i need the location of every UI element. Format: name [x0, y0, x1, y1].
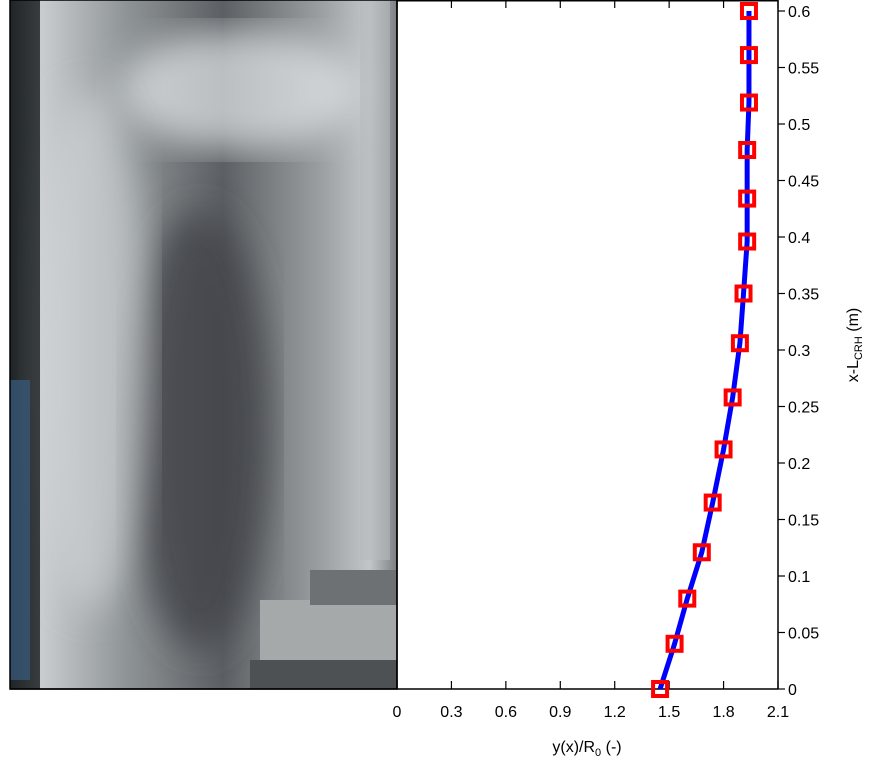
marker	[738, 189, 757, 208]
x-tick-label: 2.1	[767, 704, 789, 721]
y-tick-label: 0.45	[788, 174, 819, 191]
marker	[692, 543, 711, 562]
y-axis-label: x-LCRH (m)	[845, 308, 865, 383]
marker	[703, 493, 722, 512]
marker	[738, 232, 757, 251]
y-tick-label: 0.25	[788, 400, 819, 417]
x-tick-label: 1.5	[658, 704, 680, 721]
marker	[738, 140, 757, 159]
marker	[714, 440, 733, 459]
y-tick-label: 0.55	[788, 61, 819, 78]
x-tick-label: 1.8	[712, 704, 734, 721]
marker	[730, 334, 749, 353]
y-tick-label: 0.4	[788, 230, 810, 247]
x-tick-label: 0.3	[440, 704, 462, 721]
x-tick-label: 0.9	[549, 704, 571, 721]
marker	[739, 93, 758, 112]
photo	[10, 0, 397, 689]
y-tick-label: 0.35	[788, 287, 819, 304]
marker	[723, 388, 742, 407]
curve	[657, 11, 752, 690]
marker	[665, 634, 684, 653]
marker	[739, 2, 758, 20]
marker	[678, 589, 697, 608]
marker	[651, 680, 670, 698]
y-tick-label: 0.5	[788, 117, 810, 134]
y-tick-label: 0.15	[788, 513, 819, 530]
y-tick-label: 0.6	[788, 4, 810, 21]
x-tick-label: 0	[393, 704, 402, 721]
x-tick-label: 0.6	[495, 704, 517, 721]
marker	[734, 284, 753, 303]
x-tick-label: 1.2	[604, 704, 626, 721]
y-tick-label: 0	[788, 682, 797, 699]
y-tick-label: 0.2	[788, 456, 810, 473]
y-tick-label: 0.1	[788, 569, 810, 586]
marker	[739, 46, 758, 65]
y-tick-label: 0.3	[788, 343, 810, 360]
x-axis-label: y(x)/R0 (-)	[552, 739, 621, 759]
y-tick-label: 0.05	[788, 626, 819, 643]
